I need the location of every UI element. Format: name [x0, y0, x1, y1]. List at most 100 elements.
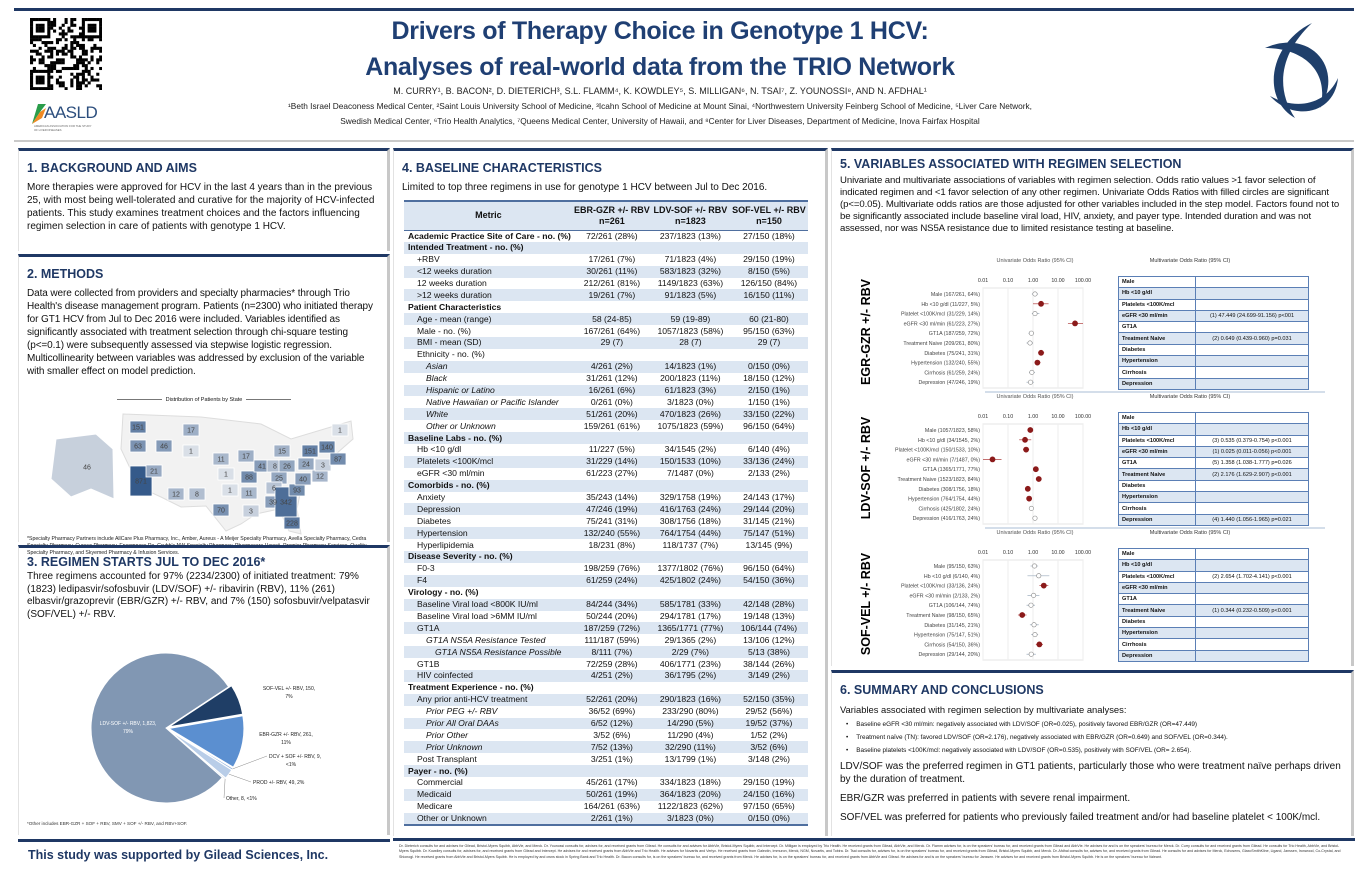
table-cell: 1075/1823 (59%) — [657, 420, 724, 431]
table-cell: 106/144 (74%) — [729, 622, 808, 635]
table-row: eGFR <30 ml/min (1) 47.449 (24.699-91.156… — [1118, 309, 1309, 323]
variables-text: Univariate and multivariate associations… — [840, 175, 1340, 234]
multivariate-or — [1195, 559, 1309, 572]
variable-label: Hypertension — [1118, 355, 1196, 368]
row-label: Hb <10 g/dl — [417, 444, 462, 455]
table-row: GT1A — [1118, 593, 1309, 606]
odds-ratio-point — [1028, 330, 1034, 336]
variable-label: eGFR <30 ml/min — [1118, 309, 1196, 323]
table-cell: 18/231 (8%) — [588, 539, 636, 550]
table-cell: 5/13 (38%) — [729, 646, 808, 659]
state-value: 151 — [304, 449, 316, 456]
table-cell: 4/261 (2%) — [572, 360, 651, 373]
multivariate-or: (1) 0.344 (0.232-0.509) p<0.001 — [1195, 604, 1309, 617]
multivariate-or: (3) 0.535 (0.379-0.754) p<0.001 — [1195, 434, 1309, 447]
table-cell: 212/261 (81%) — [583, 278, 641, 288]
table-cell: 72/261 (28%) — [586, 230, 638, 241]
pie-slice — [167, 715, 245, 768]
table-cell — [729, 551, 808, 563]
odds-ratio-point-significant — [1035, 476, 1042, 482]
odds-ratio-point-significant — [1026, 495, 1033, 502]
table-row: eGFR <30 ml/min — [1118, 581, 1309, 595]
table-cell: 24/150 (16%) — [729, 788, 808, 801]
table-cell: 58 (24-85) — [572, 313, 651, 326]
axis-tick-label: 10.00 — [1051, 278, 1064, 284]
table-cell: 329/1758 (19%) — [659, 492, 721, 503]
variable-label: Male — [1118, 275, 1196, 289]
state-shape — [212, 503, 230, 517]
row-label: White — [404, 408, 573, 421]
state-value: 12 — [316, 474, 324, 481]
row-label: Treatment Experience - no. (%) — [408, 682, 534, 693]
axis-tick-label: 0.01 — [978, 550, 988, 556]
pie-label: SOF-VEL +/- RBV, 150, — [263, 686, 315, 692]
table-cell: 425/1802 (24%) — [650, 574, 730, 587]
state-value: 26 — [283, 464, 291, 471]
table-row: GT1A NS5A Resistance Tested 111/187 (59%)… — [404, 634, 808, 646]
axis-tick-label: 0.10 — [1003, 550, 1013, 556]
table-cell — [650, 479, 730, 492]
table-cell — [651, 349, 730, 361]
multivariate-or: (4) 1.440 (1.056-1.965) p=0.021 — [1195, 513, 1309, 526]
table-row: Medicaid 50/261 (19%) 364/1823 (20%) 24/150… — [404, 788, 808, 801]
row-label: Other or Unknown — [404, 812, 573, 826]
row-label: Depression (29/144, 20%) — [918, 652, 980, 658]
table-row: Other or Unknown 2/261 (1%) 3/1823 (0%) 0/1… — [404, 812, 808, 826]
table-cell: 54/150 (36%) — [729, 574, 808, 587]
alaska-shape — [50, 433, 115, 500]
pie-label: EBR-GZR +/- RBV, 261, — [259, 732, 313, 738]
state-shape — [221, 483, 239, 497]
table-cell — [573, 587, 651, 599]
variable-label: GT1A — [1118, 457, 1196, 470]
table-cell: 28 (7) — [650, 337, 730, 349]
axis-tick-label: 0.10 — [1003, 278, 1013, 284]
table-cell: 18/150 (12%) — [743, 373, 795, 384]
table-cell: 1365/1771 (77%) — [650, 622, 730, 635]
regimen-label: LDV-SOF +/- RBV — [859, 416, 873, 519]
table-row: Hb <10 g/dl — [1118, 287, 1309, 300]
table-cell: 150/1533 (10%) — [650, 455, 730, 468]
row-label: Cirrhosis (54/150, 36%) — [924, 642, 980, 648]
section-heading: 2. METHODS — [27, 267, 104, 281]
row-label: Hypertension (764/1754, 44%) — [908, 497, 980, 503]
table-cell: 2/150 (1%) — [729, 384, 808, 397]
pie-slice — [90, 652, 230, 804]
poster-title-line2: Analyses of real-world data from the TRI… — [365, 53, 955, 81]
table-cell — [572, 432, 651, 445]
row-label: GT1A (1365/1771, 77%) — [923, 467, 980, 473]
row-label: Cirrhosis (61/259, 24%) — [924, 370, 980, 376]
table-row: Academic Practice Site of Care - no. (%)… — [404, 230, 808, 242]
univariate-title: Univariate Odds Ratio (95% CI) — [996, 530, 1073, 536]
row-label: Diabetes (308/1756, 18%) — [918, 487, 980, 493]
table-cell: 29 (7) — [572, 337, 651, 349]
pie-leader-line — [228, 773, 252, 783]
table-cell: 0/150 (0%) — [729, 360, 808, 373]
state-value: 17 — [242, 454, 250, 461]
table-cell: 61/1823 (3%) — [650, 384, 730, 397]
table-row: Diabetes — [1118, 343, 1309, 357]
multivariate-or: (2) 0.649 (0.439-0.960) p=0.031 — [1195, 332, 1309, 345]
row-label: 12 weeks duration — [417, 278, 487, 288]
state-shape — [155, 439, 173, 453]
table-row: Treatment Experience - no. (%) — [404, 682, 808, 694]
row-label: eGFR <30 ml/min (2/133, 2%) — [909, 593, 980, 599]
table-cell — [730, 301, 808, 313]
table-row: Hb <10 g/dl 11/227 (5%) 34/1545 (2%) 6/140 … — [404, 444, 808, 456]
table-cell: 29/150 (19%) — [743, 254, 795, 265]
qr-code-icon[interactable] — [30, 18, 102, 90]
table-row: Depression 47/246 (19%) 416/1763 (24%) 29/1… — [404, 503, 808, 516]
table-cell: 36/52 (69%) — [588, 706, 636, 717]
table-cell: 0/150 (0%) — [729, 812, 808, 826]
row-label: Hispanic or Latino — [404, 384, 573, 397]
affiliations-line1: ¹Beth Israel Deaconess Medical Center, ²… — [288, 101, 1032, 111]
bullet-text: Baseline eGFR <30 ml/min: negatively ass… — [856, 721, 1198, 728]
section-heading: 4. BASELINE CHARACTERISTICS — [402, 161, 603, 175]
table-row: Prior Unknown 7/52 (13%) 32/290 (11%) 3/52 … — [404, 741, 808, 754]
summary-bullet: • Baseline platelets <100K/mcl: negativel… — [840, 744, 1343, 757]
state-shape — [188, 487, 206, 501]
table-row: Prior All Oral DAAs 6/52 (12%) 14/290 (5%)… — [404, 717, 808, 730]
row-label: Diabetes (31/145, 21%) — [924, 623, 980, 629]
table-cell: 96/150 (64%) — [743, 420, 795, 431]
table-cell: 11/290 (4%) — [667, 729, 714, 740]
table-cell: 3/52 (6%) — [593, 729, 631, 740]
